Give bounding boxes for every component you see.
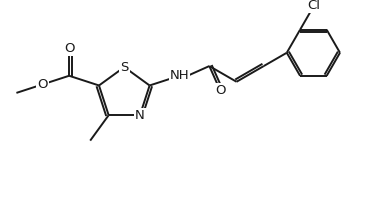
Text: N: N	[135, 109, 145, 122]
Text: Cl: Cl	[307, 0, 321, 12]
Text: O: O	[215, 84, 225, 97]
Text: S: S	[120, 60, 128, 74]
Text: NH: NH	[170, 69, 189, 82]
Text: O: O	[37, 78, 48, 91]
Text: O: O	[64, 42, 74, 55]
